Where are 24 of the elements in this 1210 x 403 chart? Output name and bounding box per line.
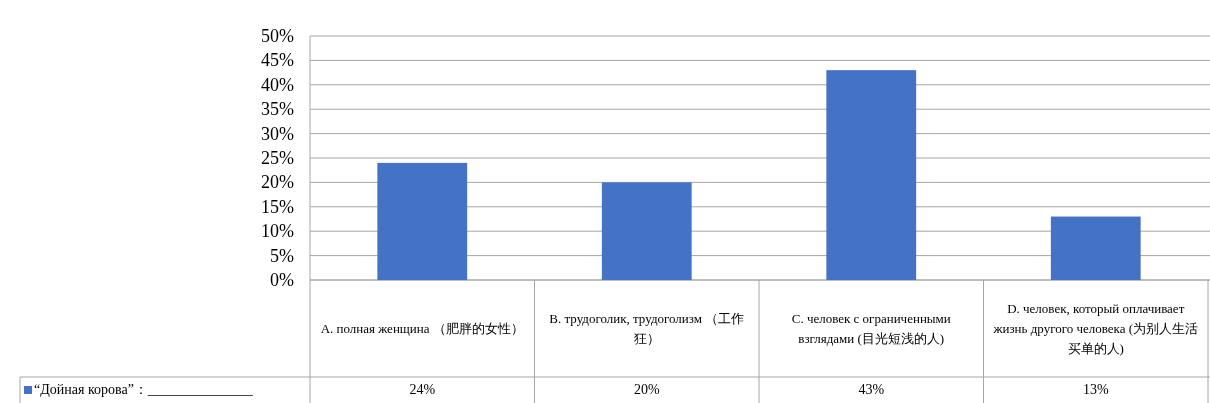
y-tick-label: 25% [261, 148, 294, 168]
y-tick-label: 40% [261, 74, 294, 95]
y-tick-label: 5% [270, 245, 294, 266]
y-tick-label: 45% [261, 50, 294, 71]
y-tick-label: 15% [261, 196, 294, 217]
y-tick-label: 10% [261, 221, 294, 242]
data-label: 20% [632, 381, 661, 399]
y-tick-label: 50% [261, 26, 294, 46]
y-tick-label: 30% [261, 123, 294, 144]
bar [377, 162, 468, 280]
x-tick-label: A. полная женщина （肥胖的女性） [319, 320, 525, 338]
data-label: 43% [857, 381, 886, 399]
x-tick-label: B. трудоголик, трудоголизм （工作狂） [548, 310, 746, 348]
y-tick-label: 20% [261, 172, 294, 193]
bar [1050, 216, 1141, 280]
legend-label: “Дойная корова”：_______________ [34, 381, 253, 399]
data-label: 24% [408, 381, 437, 399]
y-tick-label: 0% [270, 270, 294, 290]
bar [826, 70, 917, 280]
y-tick-label: 35% [261, 99, 294, 120]
data-label: 13% [1081, 381, 1110, 399]
x-tick-label: C. человек с ограниченными взглядами (目光短浅的人) [790, 310, 952, 348]
x-tick-label: D. человек, который оплачивает жизнь другого человека (为别人生活买单的人) [992, 300, 1199, 358]
bar [601, 182, 692, 280]
